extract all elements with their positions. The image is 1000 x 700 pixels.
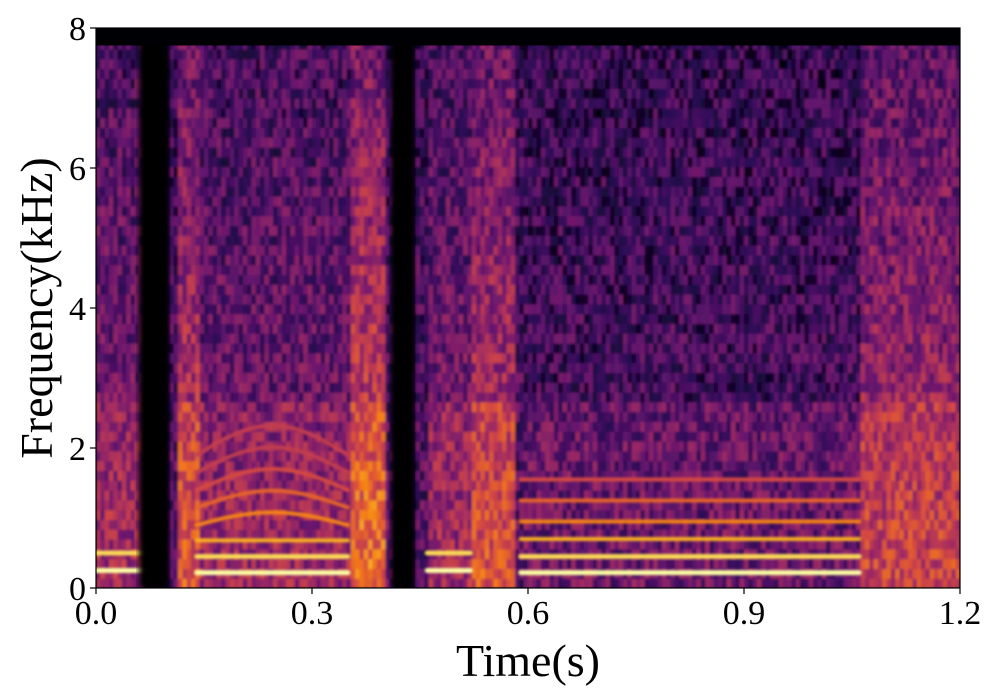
- noise-texture: [96, 39, 960, 588]
- y-tick-label: 4: [69, 291, 86, 328]
- x-axis-label: Time(s): [456, 635, 600, 686]
- y-axis: 0 2 4 6 8: [69, 11, 96, 608]
- harmonic-line: [194, 423, 350, 457]
- x-axis: 0.0 0.3 0.6 0.9 1.2: [75, 588, 982, 632]
- x-tick-label: 0.6: [507, 595, 550, 632]
- harmonic-line: [194, 445, 350, 475]
- harmonic-line: [194, 466, 350, 492]
- y-tick-label: 6: [69, 151, 86, 188]
- harmonic-lines: [96, 423, 862, 576]
- harmonic-line: [194, 510, 350, 527]
- y-tick-label: 2: [69, 431, 86, 468]
- y-tick-label: 0: [69, 571, 86, 608]
- x-tick-label: 1.2: [939, 595, 982, 632]
- y-axis-label: Frequency(kHz): [11, 157, 62, 458]
- silence-gap: [391, 28, 413, 588]
- x-tick-label: 0.0: [75, 595, 118, 632]
- harmonic-line: [194, 488, 350, 510]
- x-tick-label: 0.9: [723, 595, 766, 632]
- top-band: [96, 28, 960, 46]
- silence-gap: [139, 28, 168, 588]
- spectrogram-heatmap: [96, 28, 960, 588]
- y-tick-label: 8: [69, 11, 86, 48]
- x-tick-label: 0.3: [291, 595, 334, 632]
